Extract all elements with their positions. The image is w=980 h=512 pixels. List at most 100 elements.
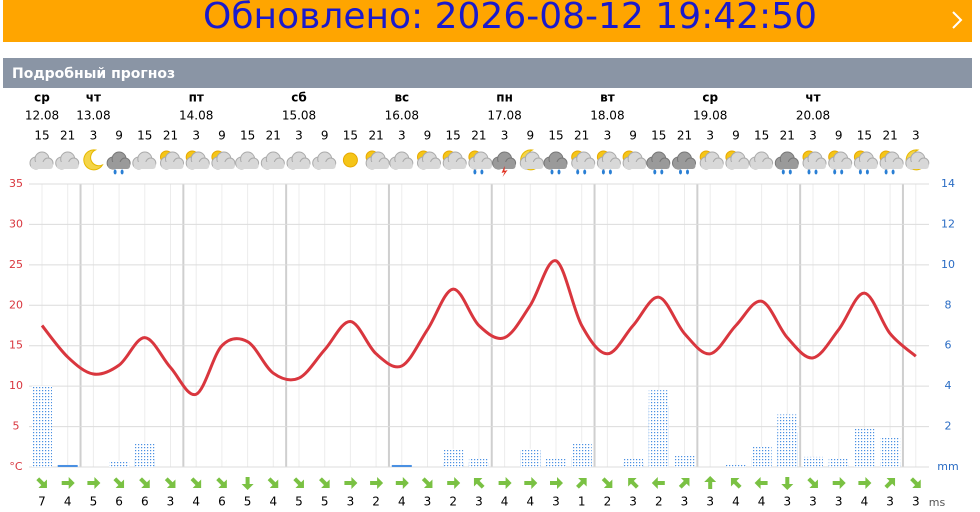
- wind-speed: 3: [681, 495, 689, 509]
- date: 14.08: [179, 109, 213, 123]
- cloud-base: [701, 162, 724, 169]
- rain-drop: [113, 169, 117, 175]
- hour-label: 21: [574, 129, 589, 143]
- rain-drop: [557, 169, 561, 175]
- hour-label: 21: [677, 129, 692, 143]
- wind-speed: 4: [861, 495, 869, 509]
- wind-speed: 4: [501, 495, 509, 509]
- cloud-base: [906, 162, 929, 169]
- cloud-base: [262, 162, 285, 169]
- weather-icon: [622, 150, 647, 170]
- rain-drop: [473, 169, 477, 175]
- hour-label: 15: [240, 129, 255, 143]
- weather-icon: [802, 150, 827, 175]
- cloud-base: [313, 162, 336, 169]
- date: 18.08: [590, 109, 624, 123]
- rain-drop: [891, 169, 895, 175]
- cloud-base: [444, 162, 467, 169]
- hour-label: 15: [34, 129, 49, 143]
- wind-speed: 3: [886, 495, 894, 509]
- weather-icon: [571, 150, 596, 175]
- wind-speed: 2: [655, 495, 663, 509]
- wind-arrow: [61, 477, 75, 489]
- cloud-base: [855, 162, 878, 169]
- hour-label: 3: [912, 129, 920, 143]
- wind-speed: 3: [912, 495, 920, 509]
- wind-arrow: [447, 477, 461, 489]
- rain-drop: [679, 169, 682, 175]
- date: 16.08: [385, 109, 419, 123]
- weather-icon: [211, 150, 236, 170]
- wind-arrow: [832, 477, 846, 489]
- rain-drop: [781, 169, 785, 175]
- weekday: чт: [86, 91, 101, 105]
- weather-icon: [853, 150, 878, 175]
- weather-icon: [312, 151, 337, 170]
- weather-icon: [725, 150, 750, 170]
- weather-icon: [828, 150, 853, 175]
- y2-tick-label: 4: [945, 379, 952, 392]
- cloud-base: [881, 162, 904, 169]
- weekday: пн: [496, 91, 513, 105]
- weekday: ср: [702, 91, 718, 105]
- weekday: вс: [394, 91, 409, 105]
- wind-arrow: [858, 477, 872, 489]
- weekday: вт: [600, 91, 615, 105]
- cloud-base: [521, 162, 544, 169]
- hour-label: 21: [60, 129, 75, 143]
- wind-speed: 3: [809, 495, 817, 509]
- cloud-base: [161, 162, 184, 169]
- hour-label: 15: [651, 129, 666, 143]
- wind-speed: 5: [295, 495, 303, 509]
- wind-arrow: [139, 477, 150, 488]
- hour-label: 15: [343, 129, 358, 143]
- y-tick-label: 30: [9, 217, 23, 230]
- weekday: чт: [805, 91, 820, 105]
- banner[interactable]: [3, 0, 972, 42]
- y2-tick-label: 10: [941, 258, 955, 271]
- hour-label: 9: [424, 129, 432, 143]
- precip-max-bar: [725, 464, 746, 467]
- wind-arrow: [651, 477, 665, 489]
- rain-drop: [840, 169, 844, 175]
- wind-arrow: [293, 477, 304, 488]
- wind-speed: 3: [475, 495, 483, 509]
- rain-drop: [601, 169, 605, 175]
- wind-arrow: [754, 477, 768, 489]
- weather-icon: [160, 150, 184, 170]
- wind-arrow: [576, 478, 587, 489]
- precip-max-bar: [803, 456, 823, 467]
- chevron[interactable]: [952, 11, 963, 29]
- cloud-base: [469, 162, 492, 169]
- wind-arrow: [344, 477, 358, 489]
- cloud-base: [647, 162, 670, 169]
- cloud-base: [212, 162, 235, 169]
- hour-label: 9: [732, 129, 740, 143]
- wind-speed: 6: [218, 495, 226, 509]
- precip-max-bar: [571, 442, 592, 467]
- hour-label: 15: [137, 129, 152, 143]
- weather-icon: [235, 151, 260, 170]
- wind-speed: 1: [578, 495, 586, 509]
- precip-max-bar: [109, 460, 130, 467]
- wind-speed: 2: [449, 495, 457, 509]
- cloud-base: [108, 162, 131, 169]
- cloud-base: [187, 162, 210, 169]
- rain-drop: [884, 169, 888, 175]
- rain-drop: [550, 169, 554, 175]
- cloud-base: [750, 162, 773, 169]
- cloud-base: [545, 162, 567, 169]
- wind-arrow: [628, 478, 639, 489]
- precip-max-bar: [134, 442, 155, 467]
- weather-icon: [106, 151, 131, 175]
- precip-max-bar: [520, 448, 541, 467]
- cloud-base: [390, 162, 413, 169]
- hour-label: 9: [835, 129, 843, 143]
- weather-icon: [749, 151, 774, 170]
- weather-icon: [83, 149, 104, 171]
- wind-arrow: [730, 478, 742, 489]
- weather-icon: [286, 151, 311, 170]
- y2-tick-label: 12: [941, 217, 955, 230]
- rain-drop: [833, 169, 837, 175]
- weather-icon: [699, 150, 724, 170]
